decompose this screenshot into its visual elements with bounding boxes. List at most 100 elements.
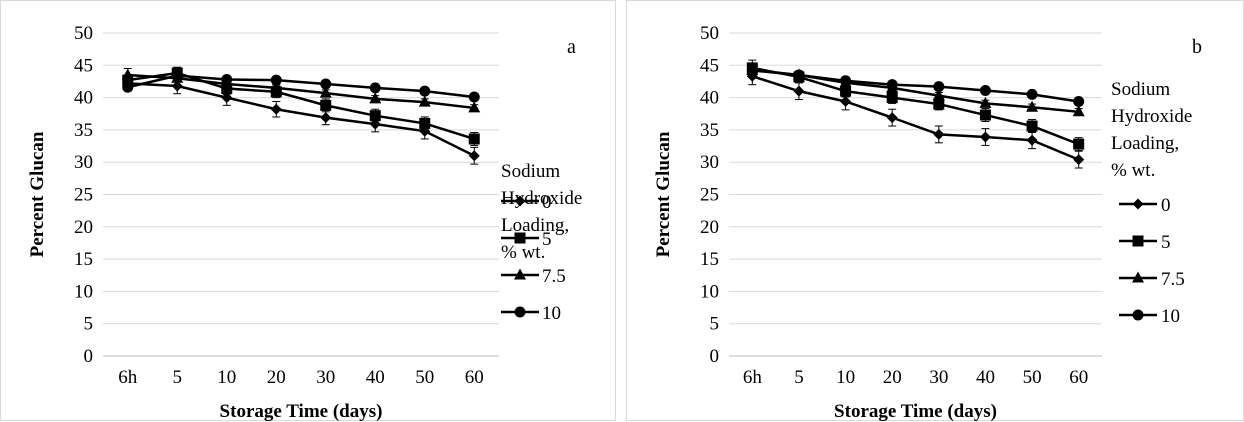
y-tick-label: 50 bbox=[74, 23, 93, 44]
x-tick-label: 5 bbox=[173, 367, 183, 388]
x-tick-label: 30 bbox=[929, 367, 948, 388]
y-tick-label: 30 bbox=[74, 152, 93, 173]
data-point-diamond bbox=[270, 103, 282, 115]
data-point-diamond bbox=[171, 80, 183, 92]
y-tick-label: 45 bbox=[74, 55, 93, 76]
x-tick-label: 50 bbox=[1023, 367, 1042, 388]
data-point-triangle bbox=[468, 101, 481, 113]
data-point-circle bbox=[1073, 95, 1085, 107]
data-point-circle bbox=[840, 75, 852, 87]
x-tick-label: 40 bbox=[366, 367, 385, 388]
y-tick-label: 10 bbox=[74, 281, 93, 302]
series-line-7.5 bbox=[127, 73, 475, 110]
legend-entry-label: 5 bbox=[542, 229, 552, 250]
x-tick-label: 60 bbox=[1069, 367, 1088, 388]
y-tick-label: 50 bbox=[700, 23, 719, 44]
y-tick-label: 30 bbox=[700, 152, 719, 173]
data-point-triangle bbox=[418, 95, 431, 107]
data-point-triangle bbox=[1026, 100, 1039, 112]
data-point-diamond bbox=[1026, 134, 1038, 146]
y-tick-label: 5 bbox=[710, 314, 720, 335]
y-tick-label: 25 bbox=[700, 185, 719, 206]
data-point-circle bbox=[270, 74, 282, 86]
y-tick-label: 40 bbox=[700, 88, 719, 109]
series-line-10 bbox=[752, 68, 1079, 103]
legend-title: Sodium bbox=[1111, 79, 1170, 100]
data-point-triangle bbox=[369, 92, 382, 104]
data-point-diamond bbox=[468, 150, 480, 162]
x-tick-label: 6h bbox=[118, 367, 138, 388]
data-point-circle bbox=[369, 82, 381, 94]
x-tick-label: 30 bbox=[316, 367, 335, 388]
x-axis-title: Storage Time (days) bbox=[834, 401, 997, 422]
legend-title: Hydroxide bbox=[1111, 106, 1192, 127]
data-point-diamond bbox=[793, 85, 805, 97]
panel-label: a bbox=[567, 36, 576, 58]
series-line-0 bbox=[751, 75, 1080, 161]
x-tick-label: 60 bbox=[465, 367, 484, 388]
data-point-circle bbox=[468, 91, 480, 103]
data-point-square bbox=[933, 98, 945, 110]
data-point-circle bbox=[979, 84, 991, 96]
y-tick-label: 10 bbox=[700, 281, 719, 302]
data-point-square bbox=[840, 85, 852, 97]
x-axis-title: Storage Time (days) bbox=[220, 401, 383, 422]
data-point-square bbox=[1026, 120, 1038, 132]
x-tick-label: 20 bbox=[883, 367, 902, 388]
data-point-circle bbox=[746, 64, 758, 76]
legend-title: Loading, bbox=[1111, 133, 1179, 154]
series-line-0 bbox=[127, 82, 475, 157]
data-point-square bbox=[886, 92, 898, 104]
legend-marker-square bbox=[514, 232, 526, 244]
data-point-square bbox=[221, 83, 233, 95]
y-tick-label: 15 bbox=[700, 249, 719, 270]
chart-panel-a: 0 5 10 15 20 25 30 35 40 45 50 6h 5 10 20 30 40 50 60 Stora… bbox=[0, 0, 616, 422]
y-axis-title: Percent Glucan bbox=[653, 131, 674, 257]
x-tick-label: 50 bbox=[415, 367, 434, 388]
y-tick-label: 35 bbox=[74, 120, 93, 141]
panel-label: b bbox=[1192, 36, 1202, 58]
data-point-triangle bbox=[1072, 105, 1085, 117]
y-axis-title: Percent Glucan bbox=[27, 131, 48, 257]
data-point-diamond bbox=[840, 95, 852, 107]
legend-title: % wt. bbox=[1111, 160, 1155, 181]
data-point-square bbox=[468, 133, 480, 145]
data-point-triangle bbox=[270, 81, 283, 93]
legend-marker-triangle bbox=[514, 268, 526, 280]
legend-marker-circle bbox=[514, 306, 526, 318]
data-point-circle bbox=[221, 74, 233, 86]
data-point-diamond bbox=[886, 112, 898, 124]
y-tick-label: 20 bbox=[700, 217, 719, 238]
data-point-square bbox=[320, 99, 332, 111]
series-line-10 bbox=[127, 74, 475, 99]
legend-entry-label: 5 bbox=[1161, 232, 1171, 253]
data-point-diamond bbox=[320, 112, 332, 124]
data-point-circle bbox=[320, 78, 332, 90]
y-tick-label: 0 bbox=[84, 346, 94, 367]
data-point-square bbox=[419, 117, 431, 129]
data-point-circle bbox=[171, 70, 183, 82]
data-point-triangle bbox=[121, 68, 134, 80]
legend-title: % wt. bbox=[501, 242, 545, 263]
y-tick-label: 0 bbox=[710, 346, 720, 367]
data-point-circle bbox=[886, 79, 898, 91]
legend-marker-diamond bbox=[514, 195, 526, 207]
y-tick-label: 25 bbox=[74, 185, 93, 206]
legend-entry-label: 10 bbox=[542, 303, 561, 324]
legend-marker-diamond bbox=[1132, 198, 1144, 210]
data-point-circle bbox=[122, 81, 134, 93]
y-tick-label: 15 bbox=[74, 249, 93, 270]
data-point-diamond bbox=[979, 131, 991, 143]
x-tick-label: 20 bbox=[267, 367, 286, 388]
series-line-5 bbox=[752, 66, 1080, 146]
legend-marker-square bbox=[1132, 235, 1144, 247]
legend-title: Sodium bbox=[501, 161, 560, 182]
data-point-diamond bbox=[933, 128, 945, 140]
x-tick-label: 10 bbox=[217, 367, 236, 388]
data-point-square bbox=[1073, 138, 1085, 150]
legend-marker-circle bbox=[1132, 309, 1144, 321]
x-tick-label: 5 bbox=[794, 367, 804, 388]
y-tick-label: 5 bbox=[84, 314, 94, 335]
